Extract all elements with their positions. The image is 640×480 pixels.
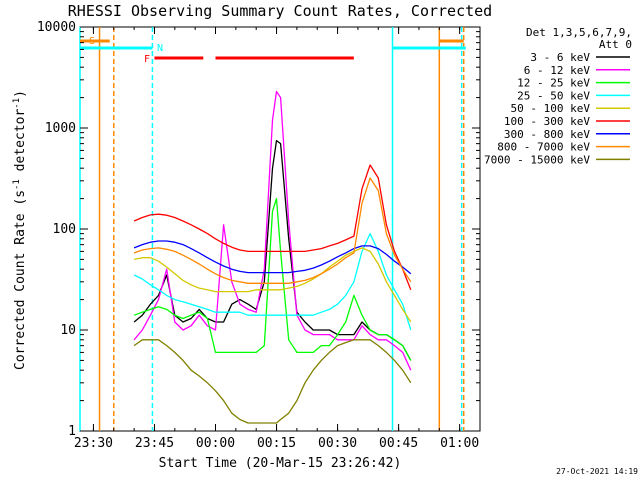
x-axis-label: Start Time (20-Mar-15 23:26:42) [159,456,402,471]
legend-label-3: 25 - 50 keV [517,89,590,102]
legend-label-8: 7000 - 15000 keV [484,153,590,166]
x-tick-label: 01:00 [440,436,479,451]
axes: 23:30 23:45 00:00 00:15 00:30 00:45 01:00 1 10 10… [37,20,481,451]
series-line-4 [133,247,412,323]
y-tick-label: 100 [53,222,76,237]
series-line-5 [133,164,412,291]
marker-label-n: N [157,43,163,54]
x-tick-label: 00:15 [257,436,296,451]
legend-header-detectors: Det 1,3,5,6,7,9, [526,26,632,39]
legend-label-6: 300 - 800 keV [504,128,590,141]
x-tick-label: 00:30 [318,436,357,451]
x-tick-label: 00:00 [196,436,235,451]
y-tick-label: 1000 [45,121,76,136]
legend-label-2: 12 - 25 keV [517,77,590,90]
footer-timestamp: 27-Oct-2021 14:19 [556,467,638,476]
plot-frame [79,26,481,432]
y-tick-label: 1 [68,424,76,439]
legend-label-0: 3 - 6 keV [530,51,590,64]
series-lines [133,90,412,424]
chart-title: RHESSI Observing Summary Count Rates, Co… [68,2,492,20]
series-line-6 [133,240,412,275]
observing-annotations: S NF [79,27,466,431]
marker-label-s: S [89,36,95,47]
series-line-7 [133,177,412,284]
series-line-0 [133,139,412,361]
x-tick-label: 00:45 [379,436,418,451]
legend-label-1: 6 - 12 keV [524,64,591,77]
series-line-1 [133,90,412,371]
series-line-2 [133,197,412,361]
series-line-8 [133,339,412,424]
y-tick-label: 10000 [37,20,76,35]
legend-header-attenuator: Att 0 [599,38,632,51]
x-tick-label: 23:30 [74,436,113,451]
y-axis-label: Corrected Count Rate (s-1 detector-1) [12,90,28,370]
legend-label-4: 50 - 100 keV [511,102,591,115]
legend-label-7: 800 - 7000 keV [497,141,590,154]
legend-label-5: 100 - 300 keV [504,115,590,128]
x-tick-label: 23:45 [135,436,174,451]
marker-label-f: F [144,54,150,65]
y-tick-label: 10 [60,323,76,338]
